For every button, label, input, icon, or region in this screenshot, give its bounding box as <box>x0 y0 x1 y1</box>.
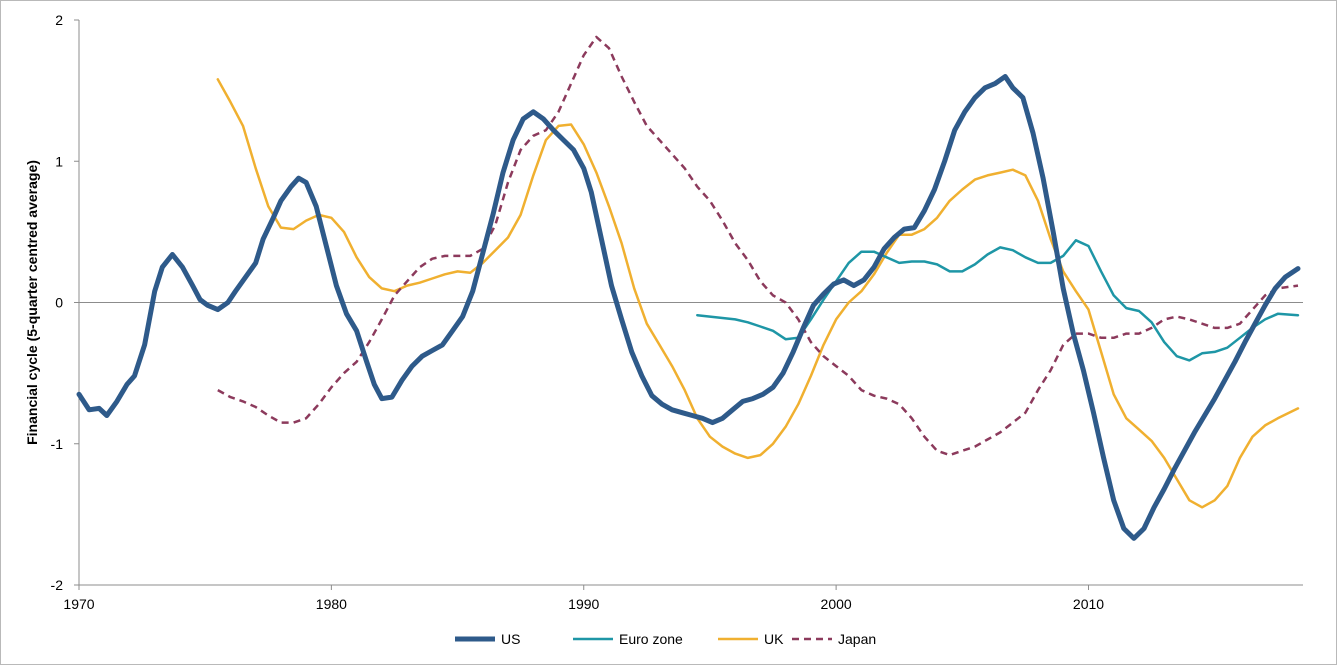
legend: US Euro zone UK Japan <box>455 631 876 647</box>
x-tick-label: 1980 <box>316 596 347 612</box>
legend-euro-zone-label: Euro zone <box>619 631 683 647</box>
y-tick-label: -1 <box>51 436 64 452</box>
legend-japan-label: Japan <box>838 631 876 647</box>
y-tick-label: -2 <box>51 577 64 593</box>
axes: 2 1 0 -1 -2 1970 1980 1990 2000 2010 <box>51 12 1303 612</box>
legend-us-label: US <box>501 631 520 647</box>
x-tick-label: 1970 <box>63 596 94 612</box>
series-lines <box>76 35 1301 541</box>
legend-uk-label: UK <box>764 631 784 647</box>
y-tick-label: 1 <box>55 153 63 169</box>
x-tick-label: 1990 <box>568 596 599 612</box>
y-tick-label: 0 <box>55 295 63 311</box>
series-line-euro-zone <box>696 239 1300 362</box>
x-tick-label: 2000 <box>821 596 852 612</box>
y-axis-label: Financial cycle (5-quarter centred avera… <box>24 160 40 445</box>
series-line-us <box>76 74 1301 541</box>
series-line-japan <box>217 35 1299 457</box>
series-line-uk <box>216 78 1300 509</box>
x-tick-label: 2010 <box>1073 596 1104 612</box>
y-tick-label: 2 <box>55 12 63 28</box>
